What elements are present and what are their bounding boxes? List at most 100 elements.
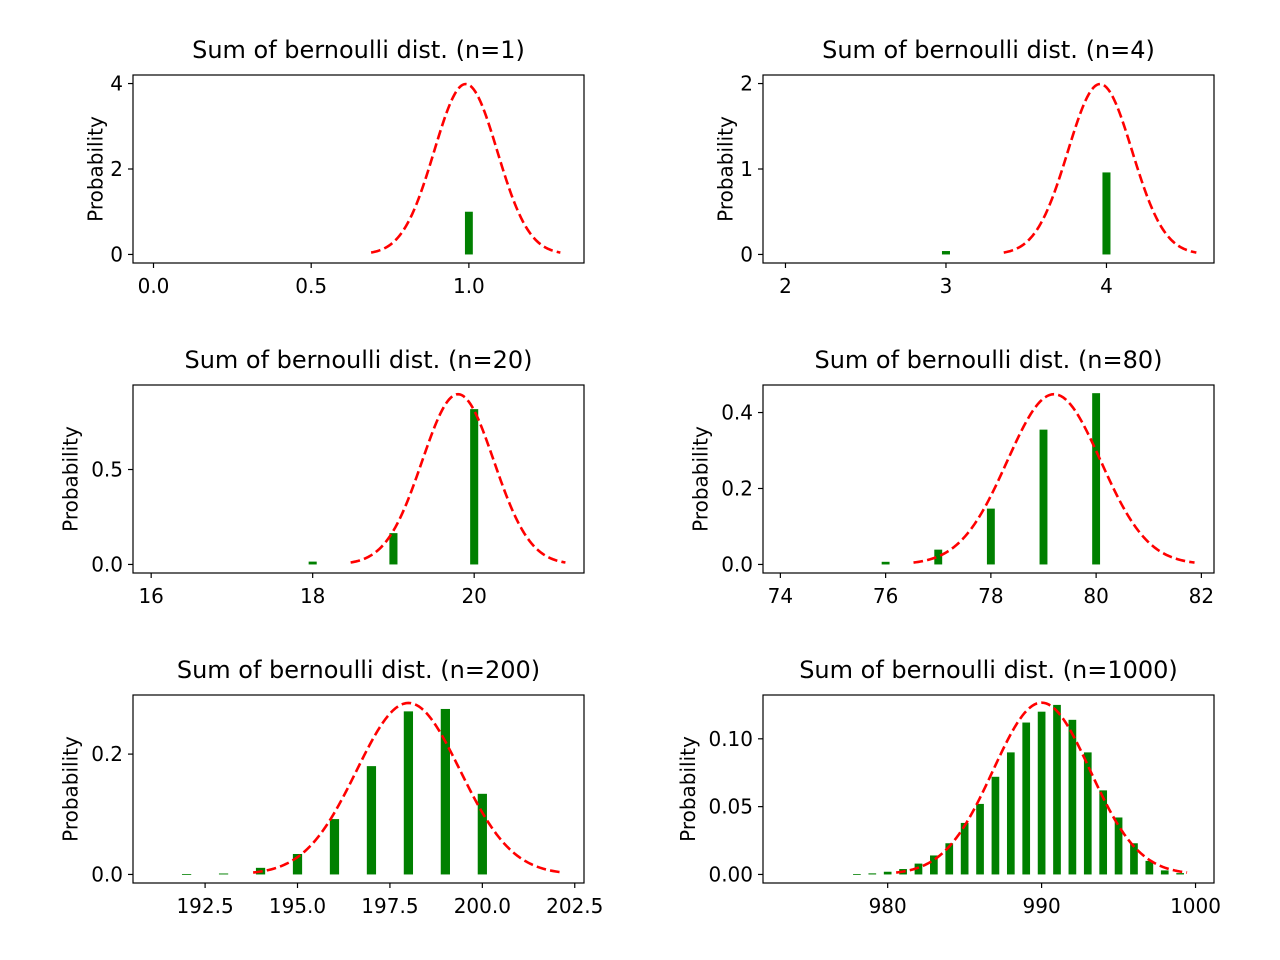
x-tick-label: 980 — [869, 894, 907, 918]
bar — [477, 793, 487, 875]
bar — [1099, 790, 1108, 875]
normal-curve — [370, 82, 561, 254]
plot-area — [181, 701, 564, 875]
x-tick-label: 4 — [1100, 274, 1113, 298]
y-axis-label: Probability — [676, 736, 700, 842]
x-tick-label: 200.0 — [454, 894, 511, 918]
bar — [308, 561, 317, 565]
bar — [329, 819, 340, 875]
axes-frame — [132, 694, 585, 884]
bar — [1102, 172, 1111, 255]
subplot-6: 980 990 1000 0.00 0.05 0.10 Probability Sum of … — [676, 656, 1221, 918]
x-tick-label: 202.5 — [546, 894, 603, 918]
bar — [366, 766, 377, 875]
bar — [881, 561, 890, 565]
x-tick-label: 1.0 — [453, 274, 485, 298]
normal-curve — [895, 701, 1188, 874]
bar — [1006, 752, 1015, 875]
chart-title: Sum of bernoulli dist. (n=80) — [814, 346, 1162, 374]
normal-curve — [350, 392, 566, 564]
bar — [1022, 722, 1031, 875]
chart-title: Sum of bernoulli dist. (n=1) — [192, 36, 525, 64]
bar — [292, 853, 303, 875]
bar — [934, 549, 943, 565]
bar — [868, 873, 877, 875]
bar — [853, 874, 861, 875]
normal-curve — [913, 392, 1195, 564]
y-tick-label: 0.4 — [721, 401, 753, 425]
axes-frame — [132, 384, 585, 574]
bar — [986, 508, 995, 565]
bar — [470, 409, 479, 565]
x-tick-label: 0.0 — [138, 274, 170, 298]
bar — [1145, 860, 1154, 875]
y-tick-label: 0 — [740, 242, 753, 266]
subplot-5: 192.5 195.0 197.5 200.0 202.5 0.0 0.2 Probabili… — [59, 656, 604, 918]
x-tick-label: 16 — [138, 584, 163, 608]
y-axis-label: Probability — [59, 426, 83, 532]
y-tick-label: 0.10 — [708, 727, 753, 751]
chart-title: Sum of bernoulli dist. (n=1000) — [799, 656, 1178, 684]
plot-area — [853, 701, 1188, 875]
x-tick-label: 0.5 — [295, 274, 327, 298]
y-tick-label: 4 — [110, 72, 123, 96]
x-tick-label: 78 — [978, 584, 1003, 608]
bar — [941, 251, 950, 255]
axes-frame — [762, 384, 1215, 574]
bar — [440, 708, 450, 875]
bar — [218, 873, 229, 875]
y-tick-label: 0.2 — [721, 476, 753, 500]
bar — [1083, 752, 1092, 875]
bar — [1160, 870, 1169, 875]
bar — [991, 776, 1000, 875]
axes-frame — [762, 694, 1215, 884]
plot-area — [881, 392, 1195, 565]
x-tick-label: 1000 — [1170, 894, 1221, 918]
chart-title: Sum of bernoulli dist. (n=4) — [822, 36, 1155, 64]
bar — [403, 711, 414, 875]
bar — [930, 855, 938, 875]
y-axis-label: Probability — [689, 426, 713, 532]
x-tick-label: 18 — [300, 584, 325, 608]
x-tick-label: 3 — [940, 274, 953, 298]
x-tick-label: 990 — [1023, 894, 1061, 918]
x-tick-label: 82 — [1189, 584, 1214, 608]
x-tick-label: 74 — [768, 584, 793, 608]
bar — [1114, 817, 1123, 875]
x-tick-label: 2 — [779, 274, 792, 298]
bar — [1068, 719, 1077, 875]
y-tick-label: 0.05 — [708, 795, 753, 819]
bar — [1176, 873, 1184, 875]
y-tick-label: 0.0 — [91, 552, 123, 576]
normal-curve — [1003, 82, 1197, 254]
bar — [1092, 393, 1101, 565]
y-tick-label: 0.0 — [721, 552, 753, 576]
bar — [914, 863, 923, 875]
plot-area — [308, 392, 566, 565]
y-axis-label: Probability — [714, 116, 738, 222]
plot-area — [370, 82, 561, 255]
x-tick-label: 76 — [873, 584, 898, 608]
y-tick-label: 0.00 — [708, 862, 753, 886]
bar — [976, 803, 984, 875]
bar — [181, 874, 192, 875]
y-tick-label: 0.0 — [91, 862, 123, 886]
y-tick-label: 0.2 — [91, 742, 123, 766]
subplot-4: 74 76 78 80 82 0.0 0.2 0.4 Probability Sum of ber… — [689, 346, 1215, 608]
y-tick-label: 0.5 — [91, 458, 123, 482]
y-axis-label: Probability — [84, 116, 108, 222]
bar — [1130, 843, 1138, 875]
normal-curve — [252, 701, 564, 874]
bar — [883, 871, 892, 875]
bar — [945, 843, 954, 875]
bar — [1053, 704, 1061, 875]
y-tick-label: 2 — [740, 72, 753, 96]
bar — [1039, 429, 1048, 565]
bar — [1037, 711, 1046, 875]
x-tick-label: 20 — [461, 584, 486, 608]
y-tick-label: 0 — [110, 242, 123, 266]
plot-area — [941, 82, 1197, 255]
